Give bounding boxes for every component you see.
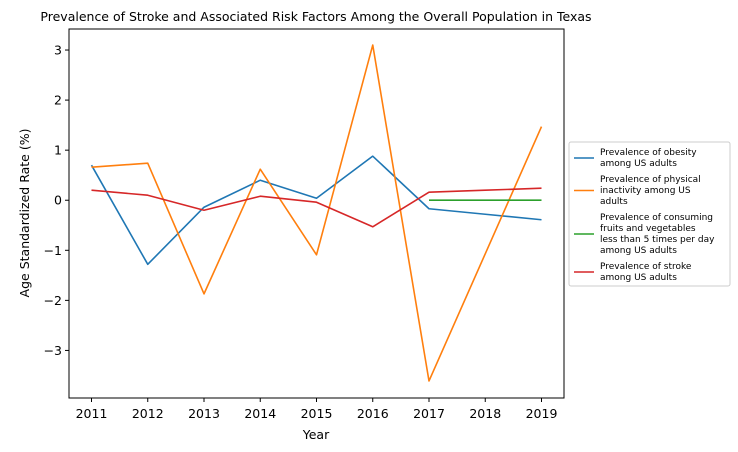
series-layer (90, 44, 543, 382)
legend-label-2: Prevalence of physical inactivity among U… (600, 175, 701, 207)
y-axis-label: Age Standardized Rate (%) (17, 129, 32, 298)
y-tick-label: 0 (54, 193, 62, 208)
x-axis: 2011 2012 2013 2014 2015 2016 2017 2018 2019 (76, 398, 558, 421)
legend-label-3: Prevalence of consuming fruits and vegeta… (600, 213, 715, 256)
series-line-1 (90, 155, 542, 266)
x-tick-label: 2016 (357, 406, 389, 421)
y-tick-label: −3 (44, 343, 62, 358)
series-line-2 (91, 44, 543, 382)
legend-label-1: Prevalence of obesity among US adults (600, 148, 697, 169)
y-tick-label: −2 (44, 293, 62, 308)
series-line-4 (91, 187, 542, 228)
x-tick-label: 2012 (132, 406, 164, 421)
x-tick-label: 2017 (413, 406, 445, 421)
x-tick-label: 2013 (188, 406, 220, 421)
y-tick-label: −1 (44, 243, 62, 258)
y-tick-label: 2 (54, 93, 62, 108)
y-tick-label: 3 (54, 43, 62, 58)
legend: Prevalence of obesity among US adults Prev… (568, 141, 731, 287)
legend-box (568, 141, 731, 287)
x-axis-label: Year (302, 427, 330, 442)
y-tick-label: 1 (54, 143, 62, 158)
plot-area-frame (68, 28, 565, 399)
chart-title: Prevalence of Stroke and Associated Risk… (40, 9, 591, 24)
x-tick-label: 2015 (301, 406, 333, 421)
x-tick-label: 2014 (244, 406, 276, 421)
x-tick-label: 2018 (469, 406, 501, 421)
x-tick-label: 2011 (76, 406, 108, 421)
x-tick-label: 2019 (526, 406, 558, 421)
legend-label-4: Prevalence of stroke among US adults (600, 262, 692, 283)
y-axis: −3 −2 −1 0 1 2 3 (44, 43, 69, 358)
